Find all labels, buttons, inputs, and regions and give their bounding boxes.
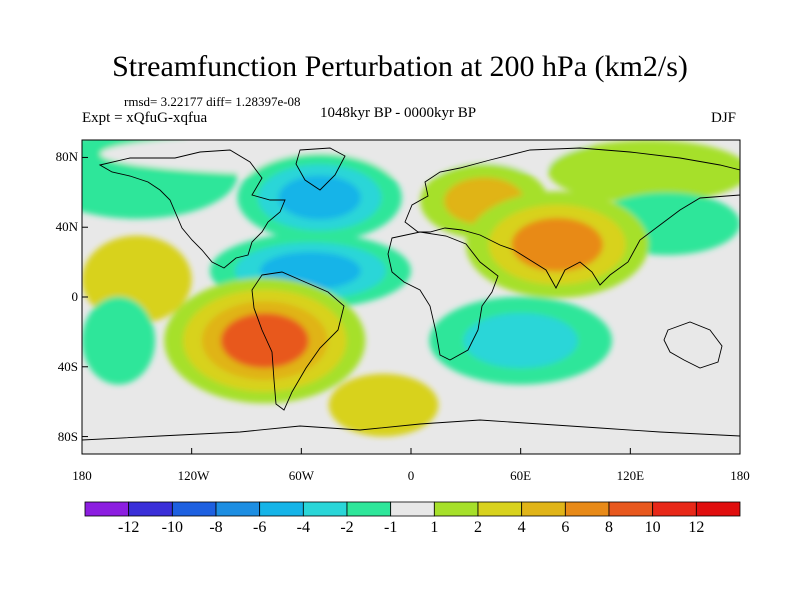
colorbar-swatch (433, 501, 479, 517)
axis-ticks (81, 156, 741, 454)
colorbar-swatch (259, 501, 304, 517)
colorbar-swatch (171, 501, 217, 517)
lat-label: 40S (57, 358, 78, 374)
colorbar-swatch (521, 501, 566, 517)
lon-label: 60W (288, 468, 314, 483)
lon-label: 120E (616, 468, 645, 483)
lon-label: 0 (407, 468, 415, 483)
colorbar-label: 8 (605, 519, 613, 536)
field-contour-north-atlantic-low (278, 175, 361, 220)
season-label: DJF (711, 110, 737, 126)
colorbar (84, 501, 741, 517)
colorbar-swatch (564, 501, 610, 517)
colorbar-label: 10 (644, 519, 661, 536)
colorbar-swatch (652, 501, 697, 517)
field-contour-indian-ocean-low (463, 313, 578, 369)
colorbar-label: -4 (296, 519, 310, 536)
colorbar-swatch (215, 501, 261, 517)
lat-label: 40N (55, 219, 78, 235)
colorbar-label: -6 (252, 519, 267, 536)
colorbar-swatch (128, 501, 173, 517)
lon-label: 120W (177, 468, 210, 483)
experiment-label: Expt = xQfuG-xqfua (82, 110, 208, 126)
period-label: 1048kyr BP - 0000kyr BP (320, 105, 477, 121)
colorbar-label: -2 (340, 519, 354, 536)
colorbar-label: 4 (517, 519, 526, 536)
stats-label: rmsd= 3.22177 diff= 1.28397e-08 (124, 94, 301, 109)
lat-label: 0 (71, 289, 79, 304)
colorbar-swatch (477, 501, 523, 517)
field-contour-south-pacific-cyan (82, 296, 156, 385)
colorbar-label: -8 (209, 519, 223, 536)
colorbar-label: 1 (430, 519, 439, 536)
australia-coast (663, 321, 723, 369)
coastlines (82, 147, 740, 441)
lat-label: 80S (57, 428, 78, 444)
africa-coast (387, 231, 499, 361)
colorbar-label: -1 (383, 519, 398, 536)
field-contour-east-asia-green (548, 140, 740, 203)
colorbar-label: -12 (117, 519, 140, 536)
colorbar-swatch (608, 501, 654, 517)
north-america-coast (98, 149, 286, 269)
south-america-coast (251, 271, 345, 411)
colorbar-swatch (84, 501, 130, 517)
colorbar-label: -10 (161, 519, 183, 536)
antarctica-coast (82, 419, 740, 441)
field-contour-australia-green (621, 314, 695, 403)
field-contour-south-atlantic-high (328, 373, 439, 437)
colorbar-swatch (302, 501, 348, 517)
colorbar-label: 6 (561, 519, 570, 536)
lon-label: 180 (730, 468, 750, 483)
colorbar-swatch (695, 501, 741, 517)
colorbar-swatch (390, 501, 435, 517)
eurasia-coast (404, 147, 740, 289)
colorbar-label: 12 (688, 519, 705, 536)
colorbar-label: 2 (474, 519, 482, 536)
lon-label: 60E (510, 468, 532, 483)
greenland-coast (295, 147, 346, 191)
field-contour-tibet-high (511, 217, 603, 272)
lat-label: 80N (55, 149, 78, 165)
field-contour-south-america-high (220, 313, 309, 369)
streamfunction-field (82, 140, 740, 437)
colorbar-swatch (346, 501, 392, 517)
map-title: Streamfunction Perturbation at 200 hPa (… (112, 50, 688, 83)
lon-label: 180 (72, 468, 92, 483)
